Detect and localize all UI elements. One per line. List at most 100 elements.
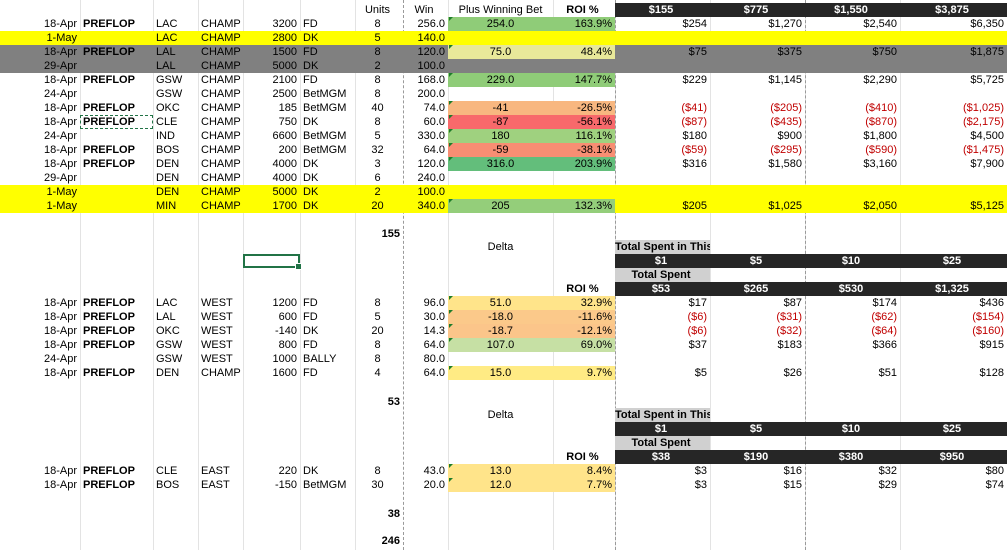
cell-book[interactable]: BetMGM [303, 130, 347, 142]
cell-v2[interactable]: ($64) [871, 325, 897, 337]
cell-v3[interactable]: $3,875 [900, 3, 1007, 17]
cell-team[interactable]: LAC [156, 297, 178, 309]
cell-v2[interactable]: $380 [805, 450, 900, 464]
cell-v0[interactable] [615, 59, 710, 73]
cell-team[interactable]: GSW [156, 88, 183, 100]
cell-roi[interactable]: ROI % [566, 283, 599, 295]
cell-win[interactable]: 256.0 [417, 18, 445, 30]
cell-odds[interactable]: 2800 [272, 32, 297, 44]
cell-date[interactable]: 18-Apr [43, 339, 77, 351]
cell-units[interactable]: 40 [371, 102, 384, 114]
cell-date[interactable]: 18-Apr [43, 116, 77, 128]
cell-v1[interactable] [710, 185, 805, 199]
cell-book[interactable]: FD [303, 367, 318, 379]
cell-tag[interactable] [80, 59, 155, 73]
table-row[interactable]: 18-Apr PREFLOP GSW CHAMP 2100 FD 8 168.0 229.0 14… [0, 73, 1007, 87]
cell-win[interactable]: 80.0 [423, 353, 445, 365]
cell-type[interactable]: WEST [201, 297, 233, 309]
cell-odds[interactable]: 6600 [272, 130, 297, 142]
cell-book[interactable]: FD [303, 297, 318, 309]
cell-plus[interactable] [448, 31, 553, 45]
cell-units[interactable]: 53 [387, 396, 400, 408]
cell-units[interactable]: 2 [374, 60, 381, 72]
cell-date[interactable]: 18-Apr [43, 325, 77, 337]
cell-plus[interactable]: 15.0 [448, 366, 553, 380]
cell-v1[interactable]: $16 [783, 465, 802, 477]
cell-units[interactable]: 8 [374, 46, 381, 58]
cell-roi[interactable] [553, 31, 615, 45]
cell-win[interactable]: 64.0 [423, 367, 445, 379]
cell-type[interactable]: CHAMP [201, 200, 241, 212]
cell-tag[interactable]: PREFLOP [83, 297, 135, 309]
cell-v0[interactable]: Total Spent in This Section Based on Per… [615, 408, 710, 422]
cell-book[interactable]: DK [303, 465, 319, 477]
cell-v2[interactable]: $2,540 [863, 18, 897, 30]
cell-win[interactable]: 60.0 [423, 116, 445, 128]
cell-v2[interactable]: $29 [878, 479, 897, 491]
cell-date[interactable]: 18-Apr [43, 465, 77, 477]
cell-units[interactable]: 3 [374, 158, 381, 170]
cell-type[interactable]: CHAMP [201, 186, 241, 198]
cell-roi[interactable]: -56.1% [553, 115, 615, 129]
cell-v0[interactable]: $155 [615, 3, 710, 17]
cell-tag[interactable]: PREFLOP [83, 102, 135, 114]
cell-odds[interactable]: 750 [278, 116, 297, 128]
table-row[interactable]: 1-May DEN CHAMP 5000 DK 2 100.0 [0, 185, 1007, 199]
cell-v3[interactable]: $1,875 [970, 46, 1004, 58]
cell-v2[interactable] [805, 31, 900, 45]
cell-odds[interactable]: 4000 [272, 172, 297, 184]
cell-v1[interactable]: ($32) [776, 325, 802, 337]
cell-v1[interactable]: ($205) [770, 102, 802, 114]
cell-win[interactable]: Win [414, 4, 434, 16]
cell-v0[interactable]: $3 [694, 479, 707, 491]
table-row[interactable]: 18-Apr PREFLOP DEN CHAMP 1600 FD 4 64.0 15.0 9.7%… [0, 366, 1007, 380]
cell-tag[interactable] [80, 171, 155, 185]
cell-roi[interactable]: 163.9% [553, 17, 615, 31]
cell-book[interactable]: FD [303, 74, 318, 86]
cell-odds[interactable]: 2100 [272, 74, 297, 86]
cell-roi[interactable]: 7.7% [553, 478, 615, 492]
cell-roi[interactable] [553, 87, 615, 101]
summary-header[interactable]: Delta Total Spent in This Section Based o… [0, 408, 1007, 422]
table-row[interactable]: 24-Apr IND CHAMP 6600 BetMGM 5 330.0 180 116.1% $… [0, 129, 1007, 143]
cell-tag[interactable]: PREFLOP [83, 339, 135, 351]
cell-date[interactable]: 18-Apr [43, 479, 77, 491]
cell-date[interactable]: 18-Apr [43, 367, 77, 379]
cell-odds[interactable]: 220 [278, 465, 297, 477]
table-row[interactable]: 18-Apr PREFLOP GSW WEST 800 FD 8 64.0 107.0 69.0%… [0, 338, 1007, 352]
cell-date[interactable]: 18-Apr [43, 102, 77, 114]
cell-type[interactable]: WEST [201, 353, 233, 365]
cell-plus[interactable]: -18.7 [448, 324, 553, 338]
cell-team[interactable]: DEN [156, 186, 180, 198]
cell-v1[interactable]: $1,145 [768, 74, 802, 86]
cell-odds[interactable]: 5000 [272, 60, 297, 72]
cell-v2[interactable]: $366 [872, 339, 897, 351]
cell-date[interactable]: 18-Apr [43, 158, 77, 170]
cell-v1[interactable]: ($31) [776, 311, 802, 323]
cell-v3[interactable]: $128 [979, 367, 1004, 379]
cell-type[interactable]: WEST [201, 311, 233, 323]
header-row[interactable]: Units Win Plus Winning Bet ROI % $155 $775 $1,… [0, 3, 1007, 17]
cell-v2[interactable]: ($870) [865, 116, 897, 128]
cell-roi[interactable]: 132.3% [553, 199, 615, 213]
cell-book[interactable]: FD [303, 18, 318, 30]
cell-units[interactable]: 6 [374, 172, 381, 184]
cell-type[interactable]: CHAMP [201, 144, 241, 156]
cell-v0[interactable]: ($59) [681, 144, 707, 156]
cell-v3[interactable]: $74 [985, 479, 1004, 491]
cell-v0[interactable]: $53 [615, 282, 710, 296]
cell-plus[interactable] [448, 59, 553, 73]
cell-roi[interactable] [553, 352, 615, 366]
cell-tag[interactable]: PREFLOP [83, 311, 135, 323]
cell-tag[interactable]: PREFLOP [83, 367, 135, 379]
cell-win[interactable]: 30.0 [423, 311, 445, 323]
cell-win[interactable]: 96.0 [423, 297, 445, 309]
cell-team[interactable]: GSW [156, 74, 183, 86]
cell-units[interactable]: 5 [374, 130, 381, 142]
cell-v0[interactable]: Total Spent [615, 268, 710, 282]
cell-roi[interactable]: 32.9% [553, 296, 615, 310]
per-unit-row[interactable]: $1 $5 $10 $25 [0, 254, 1007, 268]
cell-plus[interactable]: -41 [448, 101, 553, 115]
cell-date[interactable]: 18-Apr [43, 297, 77, 309]
cell-units[interactable]: 246 [381, 535, 400, 547]
